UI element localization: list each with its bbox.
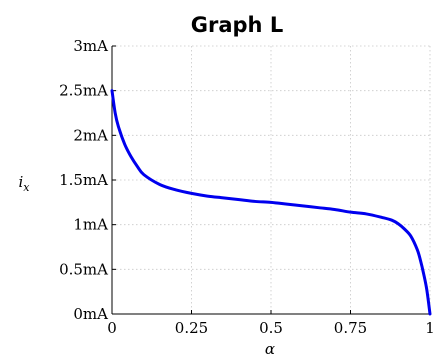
x-tick-label: 0.75 [334,319,367,337]
x-tick-label: 0.5 [259,319,283,337]
y-tick-label: 1mA [73,216,108,234]
y-tick-label: 0mA [73,305,108,323]
chart-title: Graph L [191,13,283,37]
y-axis-label-main: i [18,173,23,191]
y-tick-label: 2.5mA [59,82,108,100]
series-line [110,89,432,316]
x-tick-label: 1 [425,319,435,337]
y-tick-label: 1.5mA [59,171,108,189]
x-axis-label: α [265,340,275,358]
x-tick-label: 0.25 [175,319,208,337]
y-axis-label-sub: x [23,181,30,194]
y-tick-label: 2mA [73,126,108,144]
y-tick-label: 0.5mA [59,260,108,278]
series-layer [110,89,432,316]
tick-labels: 0 0.25 0.5 0.75 1 0mA 0.5mA 1mA 1.5mA 2mA 2.5mA 3mA [59,37,435,337]
grid [112,45,431,314]
y-axis-label: ix [18,173,30,194]
x-tick-label: 0 [107,319,117,337]
y-tick-label: 3mA [73,37,108,55]
